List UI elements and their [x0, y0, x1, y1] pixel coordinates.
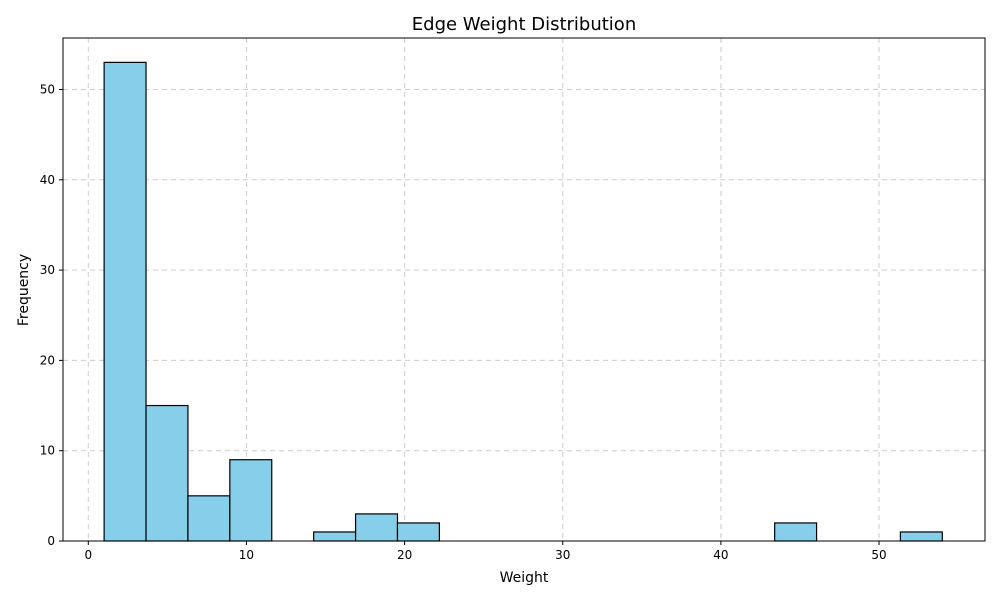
- x-axis-label: Weight: [500, 570, 549, 586]
- histogram-bar: [396, 522, 440, 542]
- histogram-bar: [187, 495, 231, 542]
- x-tick-label: 10: [239, 548, 254, 562]
- x-tick-label: 30: [555, 548, 570, 562]
- x-tick-label: 40: [713, 548, 728, 562]
- chart-title: Edge Weight Distribution: [412, 14, 636, 35]
- x-axis-ticks: 0 10 20 30 40 50: [84, 541, 887, 562]
- x-tick-label: 0: [84, 548, 92, 562]
- histogram-bar: [774, 522, 818, 542]
- histogram-bar: [313, 531, 357, 542]
- y-tick-label: 40: [40, 173, 55, 187]
- x-tick-label: 50: [871, 548, 886, 562]
- y-tick-label: 10: [40, 444, 55, 458]
- y-tick-label: 50: [40, 82, 55, 96]
- y-axis-label: Frequency: [16, 254, 32, 326]
- histogram-bar: [229, 459, 273, 542]
- histogram-bar: [103, 61, 147, 542]
- histogram-bar: [145, 404, 189, 542]
- y-tick-label: 20: [40, 353, 55, 367]
- y-axis-ticks: 0 10 20 30 40 50: [40, 82, 63, 548]
- histogram-bar: [899, 531, 943, 542]
- histogram-bars: [103, 61, 943, 542]
- histogram-bar: [354, 513, 399, 542]
- plot-frame: [62, 37, 986, 542]
- grid-lines: [63, 38, 985, 542]
- y-tick-label: 30: [40, 263, 55, 277]
- y-tick-label: 0: [47, 534, 55, 548]
- x-tick-label: 20: [397, 548, 412, 562]
